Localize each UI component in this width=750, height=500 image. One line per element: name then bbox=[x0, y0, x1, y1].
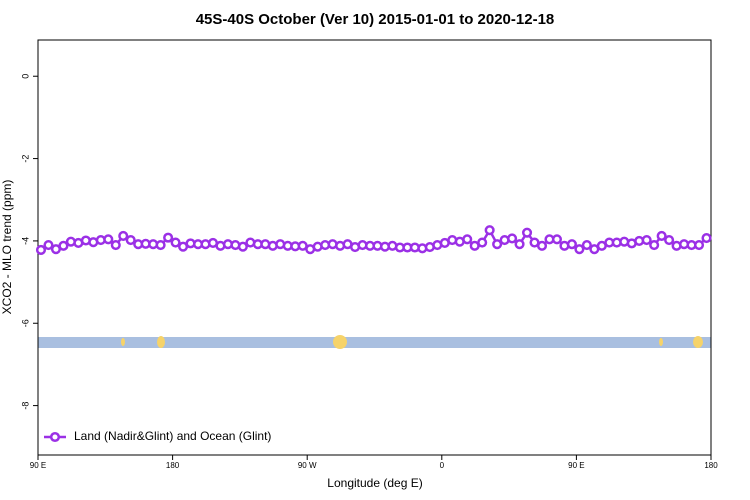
data-point bbox=[462, 234, 473, 245]
x-tick-label: 90 W bbox=[298, 461, 317, 470]
data-point bbox=[649, 239, 660, 251]
x-tick-label: 0 bbox=[440, 461, 445, 470]
y-tick-label: -2 bbox=[20, 155, 30, 163]
data-point bbox=[484, 225, 495, 236]
data-point bbox=[58, 240, 69, 251]
land-patch bbox=[157, 336, 165, 348]
data-point bbox=[514, 239, 525, 250]
y-tick-label: -6 bbox=[20, 319, 30, 327]
land-patch bbox=[693, 336, 703, 348]
data-point bbox=[641, 235, 652, 246]
data-point bbox=[566, 239, 577, 250]
data-point bbox=[125, 235, 136, 246]
land-patch bbox=[121, 338, 125, 346]
land-ocean-band bbox=[38, 335, 711, 349]
data-point bbox=[118, 230, 129, 242]
data-point bbox=[492, 239, 503, 250]
x-tick-label: 90 E bbox=[568, 461, 584, 470]
data-point bbox=[693, 239, 705, 251]
data-point bbox=[521, 227, 533, 238]
x-tick-label: 180 bbox=[166, 461, 180, 470]
data-point bbox=[581, 239, 592, 251]
chart-title: 45S-40S October (Ver 10) 2015-01-01 to 2… bbox=[196, 11, 555, 28]
data-point bbox=[35, 244, 47, 256]
legend-marker bbox=[49, 431, 61, 443]
data-point bbox=[507, 233, 518, 244]
data-point bbox=[477, 237, 488, 248]
data-point bbox=[103, 234, 114, 245]
y-tick-label: 0 bbox=[20, 74, 30, 79]
data-point bbox=[237, 241, 248, 252]
y-tick-label: -8 bbox=[20, 402, 30, 410]
x-tick-label: 90 E bbox=[30, 461, 46, 470]
data-point bbox=[110, 239, 121, 251]
x-tick-label: 180 bbox=[704, 461, 718, 470]
legend-label: Land (Nadir&Glint) and Ocean (Glint) bbox=[74, 429, 271, 443]
ocean-band bbox=[38, 337, 711, 348]
y-axis-label: XCO2 - MLO trend (ppm) bbox=[0, 180, 14, 315]
land-patch bbox=[659, 338, 663, 346]
data-point bbox=[656, 230, 667, 242]
data-point bbox=[551, 234, 563, 245]
data-point bbox=[664, 235, 675, 246]
x-axis-label: Longitude (deg E) bbox=[327, 476, 422, 490]
data-point bbox=[170, 237, 181, 248]
data-point bbox=[701, 232, 712, 244]
data-point bbox=[536, 240, 548, 251]
data-point bbox=[163, 232, 174, 243]
data-point bbox=[43, 239, 54, 251]
land-patch bbox=[333, 335, 347, 349]
data-point bbox=[155, 239, 166, 251]
data-point bbox=[574, 244, 585, 255]
y-tick-label: -4 bbox=[20, 237, 30, 245]
